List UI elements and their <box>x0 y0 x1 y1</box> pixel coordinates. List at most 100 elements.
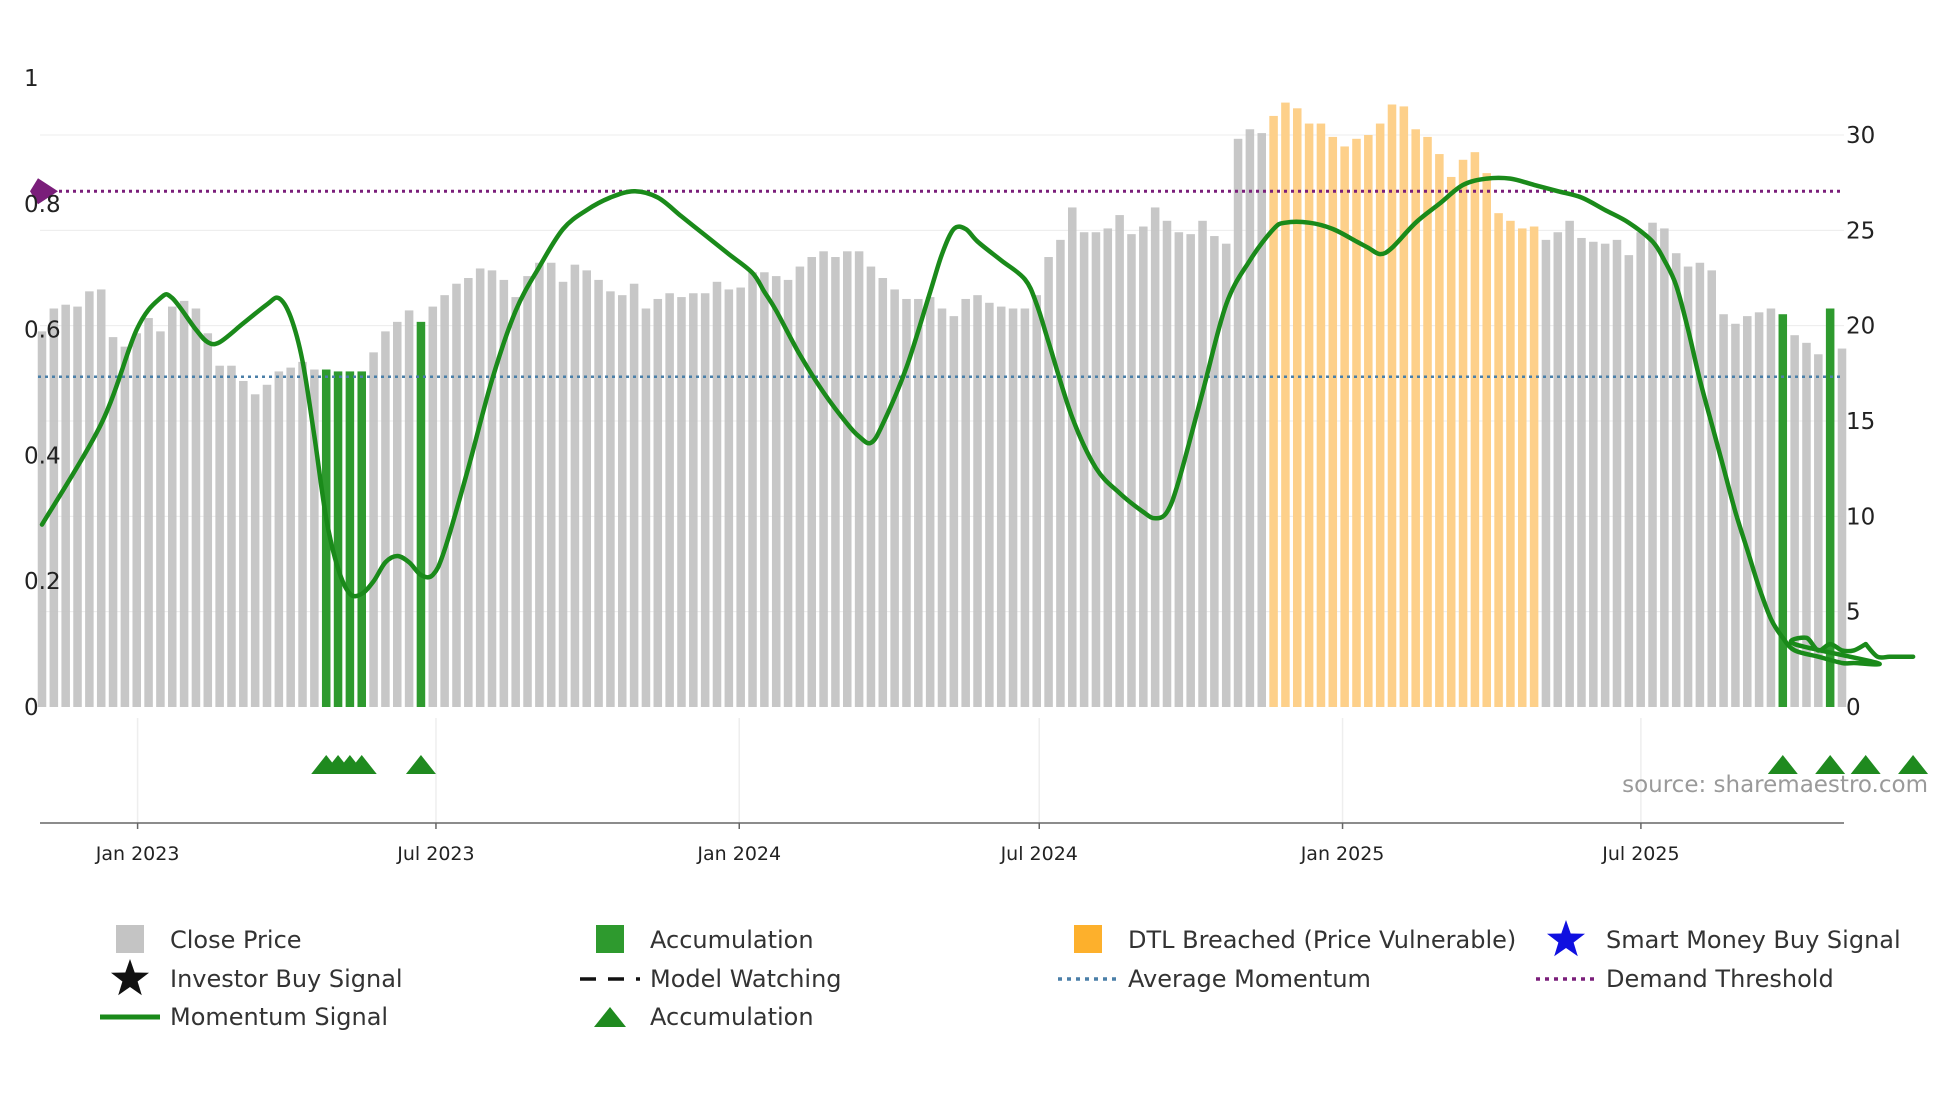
close-price-bar <box>286 367 295 707</box>
close-price-bar <box>487 270 497 707</box>
accumulation-bar <box>321 369 331 707</box>
legend-label: Model Watching <box>650 965 842 993</box>
accumulation-bar <box>345 371 355 707</box>
close-price-bar <box>298 361 307 707</box>
close-price-bar <box>1600 243 1610 707</box>
close-price-bar <box>1127 234 1136 707</box>
close-price-bar <box>1719 314 1728 707</box>
close-price-bar <box>37 331 47 707</box>
dtl-breached-bar <box>1411 129 1420 707</box>
close-price-bar <box>1754 312 1764 707</box>
close-price-bar <box>464 278 473 707</box>
close-price-bar <box>61 304 70 707</box>
close-price-bar <box>381 331 390 707</box>
accumulation-marker <box>1815 755 1846 774</box>
close-price-bar <box>203 333 213 707</box>
close-price-bar <box>1707 270 1716 707</box>
signal-panel <box>311 755 1929 774</box>
legend: Close Price Accumulation DTL Breached (Pri… <box>100 920 1901 1031</box>
dtl-breached-bar <box>1506 220 1515 708</box>
close-price-bar <box>724 289 734 707</box>
legend-square-swatch <box>116 925 144 953</box>
close-price-bar <box>132 333 141 707</box>
left-tick-label: 1 <box>24 66 39 92</box>
legend-label: Investor Buy Signal <box>170 965 403 993</box>
close-price-bar <box>949 316 959 707</box>
close-price-bar <box>677 297 686 707</box>
close-price-bar <box>760 272 769 707</box>
dtl-breached-bar <box>1352 138 1361 707</box>
close-price-bar <box>1056 239 1065 707</box>
close-price-bar <box>641 308 651 707</box>
close-price-bar <box>85 291 94 707</box>
close-price-bar <box>807 257 816 707</box>
close-price-bar <box>239 380 248 707</box>
close-price-bar <box>700 293 710 707</box>
close-price-bar <box>1186 234 1195 707</box>
close-price-bar <box>1802 342 1811 707</box>
close-price-bar <box>843 251 852 707</box>
close-price-bar <box>1577 237 1586 707</box>
close-price-bar <box>404 310 414 707</box>
dtl-breached-bar <box>1304 123 1314 707</box>
close-price-bar <box>1068 207 1077 707</box>
close-price-bar <box>961 298 970 707</box>
close-price-bar <box>1743 316 1752 707</box>
dtl-breached-bar <box>1316 123 1326 707</box>
close-price-bar <box>1695 262 1705 707</box>
close-price-bar <box>937 308 947 707</box>
momentum-signal-line <box>39 175 1882 667</box>
close-price-bar <box>108 337 118 707</box>
close-price-bar <box>1198 220 1207 708</box>
close-price-bar <box>653 298 663 707</box>
accumulation-marker <box>346 755 377 774</box>
close-price-bar <box>819 251 828 707</box>
close-price-bar <box>1624 255 1634 707</box>
dtl-breached-bar <box>1494 213 1503 707</box>
close-price-bar <box>523 276 532 707</box>
close-price-bar <box>546 262 556 707</box>
close-price-bar <box>156 331 165 707</box>
legend-label: Smart Money Buy Signal <box>1606 926 1901 954</box>
close-price-bar <box>1020 308 1030 707</box>
x-tick-label: Jan 2023 <box>95 843 180 865</box>
close-price-bar <box>1103 228 1113 707</box>
right-tick-label: 30 <box>1846 123 1875 149</box>
dtl-breached-bar <box>1470 152 1480 707</box>
demand-threshold-marker <box>30 178 58 205</box>
close-price-bar <box>250 394 260 707</box>
x-tick-label: Jul 2025 <box>1601 843 1679 865</box>
close-price-bar <box>558 281 568 707</box>
close-price-bar <box>712 281 722 707</box>
close-price-bar <box>535 262 544 707</box>
accumulation-bar <box>333 371 343 707</box>
close-price-bar <box>1541 239 1551 707</box>
close-price-bar <box>1210 236 1219 707</box>
close-price-bar <box>1162 220 1172 708</box>
close-price-bar <box>1612 239 1622 707</box>
right-tick-label: 5 <box>1846 600 1861 626</box>
x-tick-label: Jan 2024 <box>696 843 781 865</box>
close-price-bar <box>582 270 591 707</box>
dtl-breached-bar <box>1387 104 1397 707</box>
close-price-bar <box>1221 243 1231 707</box>
close-price-bar <box>1660 228 1669 707</box>
legend-square-swatch <box>1074 925 1102 953</box>
close-price-bar <box>1032 295 1041 707</box>
close-price-bar <box>1837 348 1847 707</box>
close-price-bar <box>618 295 627 707</box>
close-price-bar <box>144 318 153 707</box>
close-price-bar <box>902 298 911 707</box>
close-price-bar <box>73 306 82 707</box>
momentum-signal-line-tail <box>1863 641 1916 660</box>
close-price-bar <box>748 272 757 707</box>
close-price-bar <box>1683 266 1693 707</box>
dtl-breached-bar <box>1269 115 1278 707</box>
left-tick-label: 0.6 <box>24 318 61 344</box>
close-price-bar <box>831 257 840 707</box>
close-price-bar <box>168 306 177 707</box>
close-price-bar <box>96 289 106 707</box>
close-price-bar <box>736 287 745 707</box>
right-tick-label: 10 <box>1846 504 1875 530</box>
